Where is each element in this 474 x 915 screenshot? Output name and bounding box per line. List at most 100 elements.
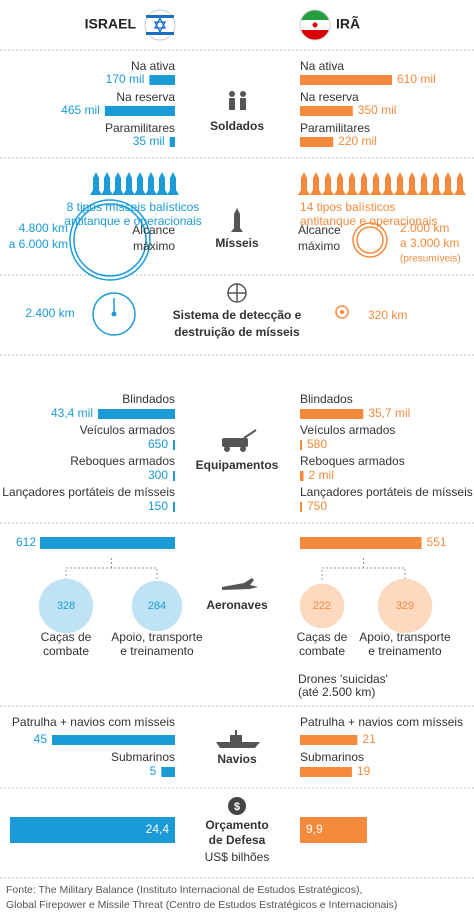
row-label: Reboques armados	[70, 454, 175, 468]
range-value: 4.800 km	[19, 221, 68, 235]
bar	[300, 137, 334, 147]
bar	[173, 471, 175, 481]
bar	[10, 817, 175, 843]
value-label: 43,4 mil	[51, 406, 93, 420]
circle-label: e treinamento	[120, 644, 194, 658]
missile-types: 14 tipos balísticos	[300, 200, 395, 214]
ship-icon	[216, 730, 260, 748]
detection-dot	[340, 310, 344, 314]
circle-value: 329	[396, 600, 414, 612]
circle-value: 284	[148, 600, 166, 612]
row-label: Patrulha + navios com mísseis	[300, 715, 463, 729]
section-title: Soldados	[210, 119, 264, 133]
circle-label: e treinamento	[368, 644, 442, 658]
rocket-icon	[145, 172, 157, 195]
row-label: Veículos armados	[300, 423, 395, 437]
rocket-icon	[406, 172, 418, 195]
drones-label: Drones 'suicidas'	[298, 672, 388, 686]
row-label: Paramilitares	[105, 121, 175, 135]
section-title: Sistema de detecção e	[173, 308, 302, 322]
value-label: 19	[357, 764, 371, 778]
row-label: Na ativa	[300, 59, 344, 73]
bar	[173, 440, 175, 450]
plane-icon	[222, 578, 258, 590]
detection-dot	[111, 311, 117, 317]
rocket-icon	[442, 172, 454, 195]
value-label: 650	[148, 437, 168, 451]
bracket	[321, 556, 406, 580]
row-label: Veículos armados	[80, 423, 175, 437]
aircraft-circle	[131, 580, 183, 632]
range-value: a 3.000 km	[400, 236, 459, 250]
radar-icon	[227, 283, 247, 303]
row-label: Lançadores portáteis de mísseis	[2, 485, 175, 499]
rocket-icon	[334, 172, 346, 195]
detection-circle	[335, 305, 349, 319]
svg-text:$: $	[234, 801, 240, 813]
section-title: Mísseis	[215, 236, 259, 250]
value-label: 21	[362, 732, 376, 746]
bar	[169, 137, 175, 147]
range-label: Alcance	[298, 223, 341, 237]
value-label: 300	[148, 468, 168, 482]
value-label: 750	[307, 499, 327, 513]
row-label: Submarinos	[111, 750, 175, 764]
row-label: Patrulha + navios com mísseis	[12, 715, 175, 729]
rocket-icon	[134, 172, 146, 195]
bar	[300, 409, 364, 419]
bracket	[65, 556, 158, 580]
rocket-icon	[167, 172, 179, 195]
rocket-icon	[430, 172, 442, 195]
unit-label: US$ bilhões	[205, 850, 270, 864]
value-label: 612	[16, 535, 36, 549]
rocket-icon	[346, 172, 358, 195]
bar	[40, 537, 175, 549]
value-label: 350 mil	[358, 103, 397, 117]
source-note: Fonte: The Military Balance (Instituto I…	[6, 884, 362, 896]
rocket-icon	[123, 172, 135, 195]
range-circle	[356, 226, 384, 254]
rocket-icon	[156, 172, 168, 195]
country-name: IRÃ	[336, 15, 360, 32]
value-label: 35,7 mil	[368, 406, 410, 420]
aircraft-circle	[299, 583, 345, 629]
range-value: 2.000 km	[400, 221, 449, 235]
row-label: Paramilitares	[300, 121, 370, 135]
rocket-icon	[370, 172, 382, 195]
value-label: 465 mil	[61, 103, 100, 117]
missile-types: antitanque e operacionais	[64, 214, 201, 228]
section-title: Equipamentos	[196, 458, 279, 472]
value-label: 551	[427, 535, 447, 549]
range-value: a 6.000 km	[9, 237, 68, 251]
aircraft-circle	[377, 578, 433, 634]
row-label: Na ativa	[131, 59, 175, 73]
bar	[300, 735, 358, 745]
iran-flag	[299, 9, 331, 41]
value-label: 580	[307, 437, 327, 451]
row-label: Reboques armados	[300, 454, 405, 468]
missile-icon	[231, 208, 243, 232]
range-label: máximo	[133, 239, 175, 253]
section-title: Aeronaves	[206, 598, 268, 612]
section-title: de Defesa	[209, 833, 266, 847]
rocket-icon	[112, 172, 124, 195]
soldiers-icon	[229, 91, 246, 110]
row-label: Na reserva	[300, 90, 359, 104]
circle-label: combate	[299, 644, 345, 658]
country-name: ISRAEL	[85, 16, 137, 32]
rocket-icon	[382, 172, 394, 195]
value-label: 220 mil	[338, 134, 377, 148]
circle-label: combate	[43, 644, 89, 658]
value-label: 2 mil	[309, 468, 334, 482]
vehicle-icon	[222, 429, 257, 452]
value-label: 150	[148, 499, 168, 513]
source-note: Global Firepower e Missile Threat (Centr…	[6, 899, 397, 911]
bar	[300, 75, 392, 85]
bar	[149, 75, 175, 85]
rocket-icon	[394, 172, 406, 195]
bar	[98, 409, 175, 419]
bar	[300, 502, 302, 512]
value-label: 9,9	[306, 822, 323, 836]
range-circle	[73, 203, 147, 277]
